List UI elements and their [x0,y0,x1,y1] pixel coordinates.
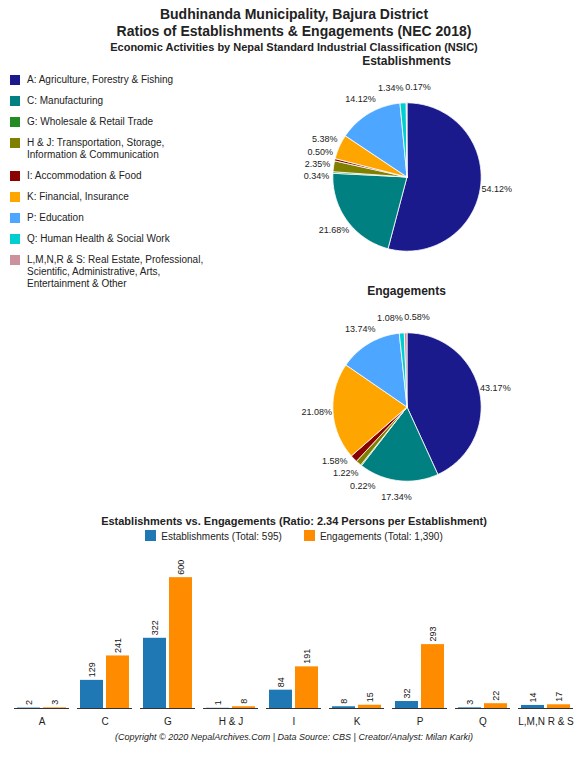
html-text:A: Agriculture, Forestry & Fis: A: Agriculture, Forestry & Fishing [27,74,174,85]
svg-text:K: K [354,716,361,727]
svg-text:17.34%: 17.34% [381,492,412,502]
svg-text:C: C [101,716,108,727]
svg-text:13.74%: 13.74% [345,324,376,334]
html-text:Establishments vs. Engagements: Establishments vs. Engagements (Ratio: 2… [101,515,487,527]
svg-text:3: 3 [465,700,475,705]
svg-text:1.58%: 1.58% [322,456,348,466]
svg-text:17: 17 [554,692,564,702]
html-text:Establishments (Total: 595): Establishments (Total: 595) [161,531,282,542]
svg-text:1: 1 [213,700,223,705]
svg-text:22: 22 [491,691,501,701]
svg-text:0.34%: 0.34% [304,171,330,181]
svg-text:21.68%: 21.68% [319,225,350,235]
svg-text:8: 8 [239,699,249,704]
svg-text:1.22%: 1.22% [333,468,359,478]
svg-text:293: 293 [428,627,438,642]
html-text:H & J: Transportation, Storage: H & J: Transportation, Storage, [27,137,165,148]
html-text:Budhinanda Municipality, Bajur: Budhinanda Municipality, Bajura District [159,6,428,22]
svg-text:32: 32 [402,689,412,699]
html-text:I: Accommodation & Food: I: Accommodation & Food [27,170,142,181]
html-text:K: Financial, Insurance: K: Financial, Insurance [27,191,129,202]
html-text:P: Education: P: Education [27,212,84,223]
svg-text:14.12%: 14.12% [345,94,376,104]
svg-text:191: 191 [302,649,312,664]
svg-text:43.17%: 43.17% [480,383,511,393]
svg-text:1.08%: 1.08% [377,313,403,323]
svg-text:241: 241 [113,638,123,653]
svg-text:54.12%: 54.12% [481,184,512,194]
svg-text:1.34%: 1.34% [378,83,404,93]
svg-text:P: P [417,716,424,727]
svg-text:84: 84 [276,677,286,687]
html-text:Entertainment & Other: Entertainment & Other [27,278,127,289]
html-text:Scientific, Administrative, Ar: Scientific, Administrative, Arts, [27,266,161,277]
html-text:Ratios of Establishments & Eng: Ratios of Establishments & Engagements (… [116,23,472,39]
svg-text:21.08%: 21.08% [301,407,332,417]
svg-text:0.17%: 0.17% [405,82,431,92]
svg-text:322: 322 [150,620,160,635]
svg-text:0.58%: 0.58% [404,312,430,322]
html-text:Engagements: Engagements [367,284,446,298]
svg-text:600: 600 [176,560,186,575]
svg-text:8: 8 [339,699,349,704]
html-text:Establishments: Establishments [362,54,451,68]
html-text:L,M,N,R & S: Real Estate, Prof: L,M,N,R & S: Real Estate, Professional, [27,254,204,265]
svg-text:15: 15 [365,692,375,702]
html-text:Q: Human Health & Social Work: Q: Human Health & Social Work [27,233,170,244]
svg-text:5.38%: 5.38% [312,134,338,144]
svg-text:3: 3 [50,700,60,705]
svg-text:I: I [293,716,296,727]
svg-text:14: 14 [528,692,538,702]
svg-text:A: A [39,716,46,727]
svg-text:129: 129 [87,662,97,677]
html-text:Engagements (Total: 1,390): Engagements (Total: 1,390) [319,531,443,542]
html-text:Information & Communication: Information & Communication [27,149,159,160]
svg-text:H & J: H & J [219,716,243,727]
html-text:Economic Activities by Nepal S: Economic Activities by Nepal Standard In… [110,41,478,53]
svg-text:L,M,N R & S: L,M,N R & S [518,716,574,727]
svg-text:2: 2 [24,700,34,705]
svg-text:0.50%: 0.50% [307,147,333,157]
svg-text:0.22%: 0.22% [350,481,376,491]
svg-text:Q: Q [479,716,487,727]
html-text:C: Manufacturing: C: Manufacturing [27,95,104,106]
svg-text:G: G [164,716,172,727]
html-text:G: Wholesale & Retail Trade: G: Wholesale & Retail Trade [27,116,154,127]
html-text:(Copyright © 2020 NepalArchive: (Copyright © 2020 NepalArchives.Com | Da… [115,732,473,742]
svg-text:2.35%: 2.35% [305,159,331,169]
